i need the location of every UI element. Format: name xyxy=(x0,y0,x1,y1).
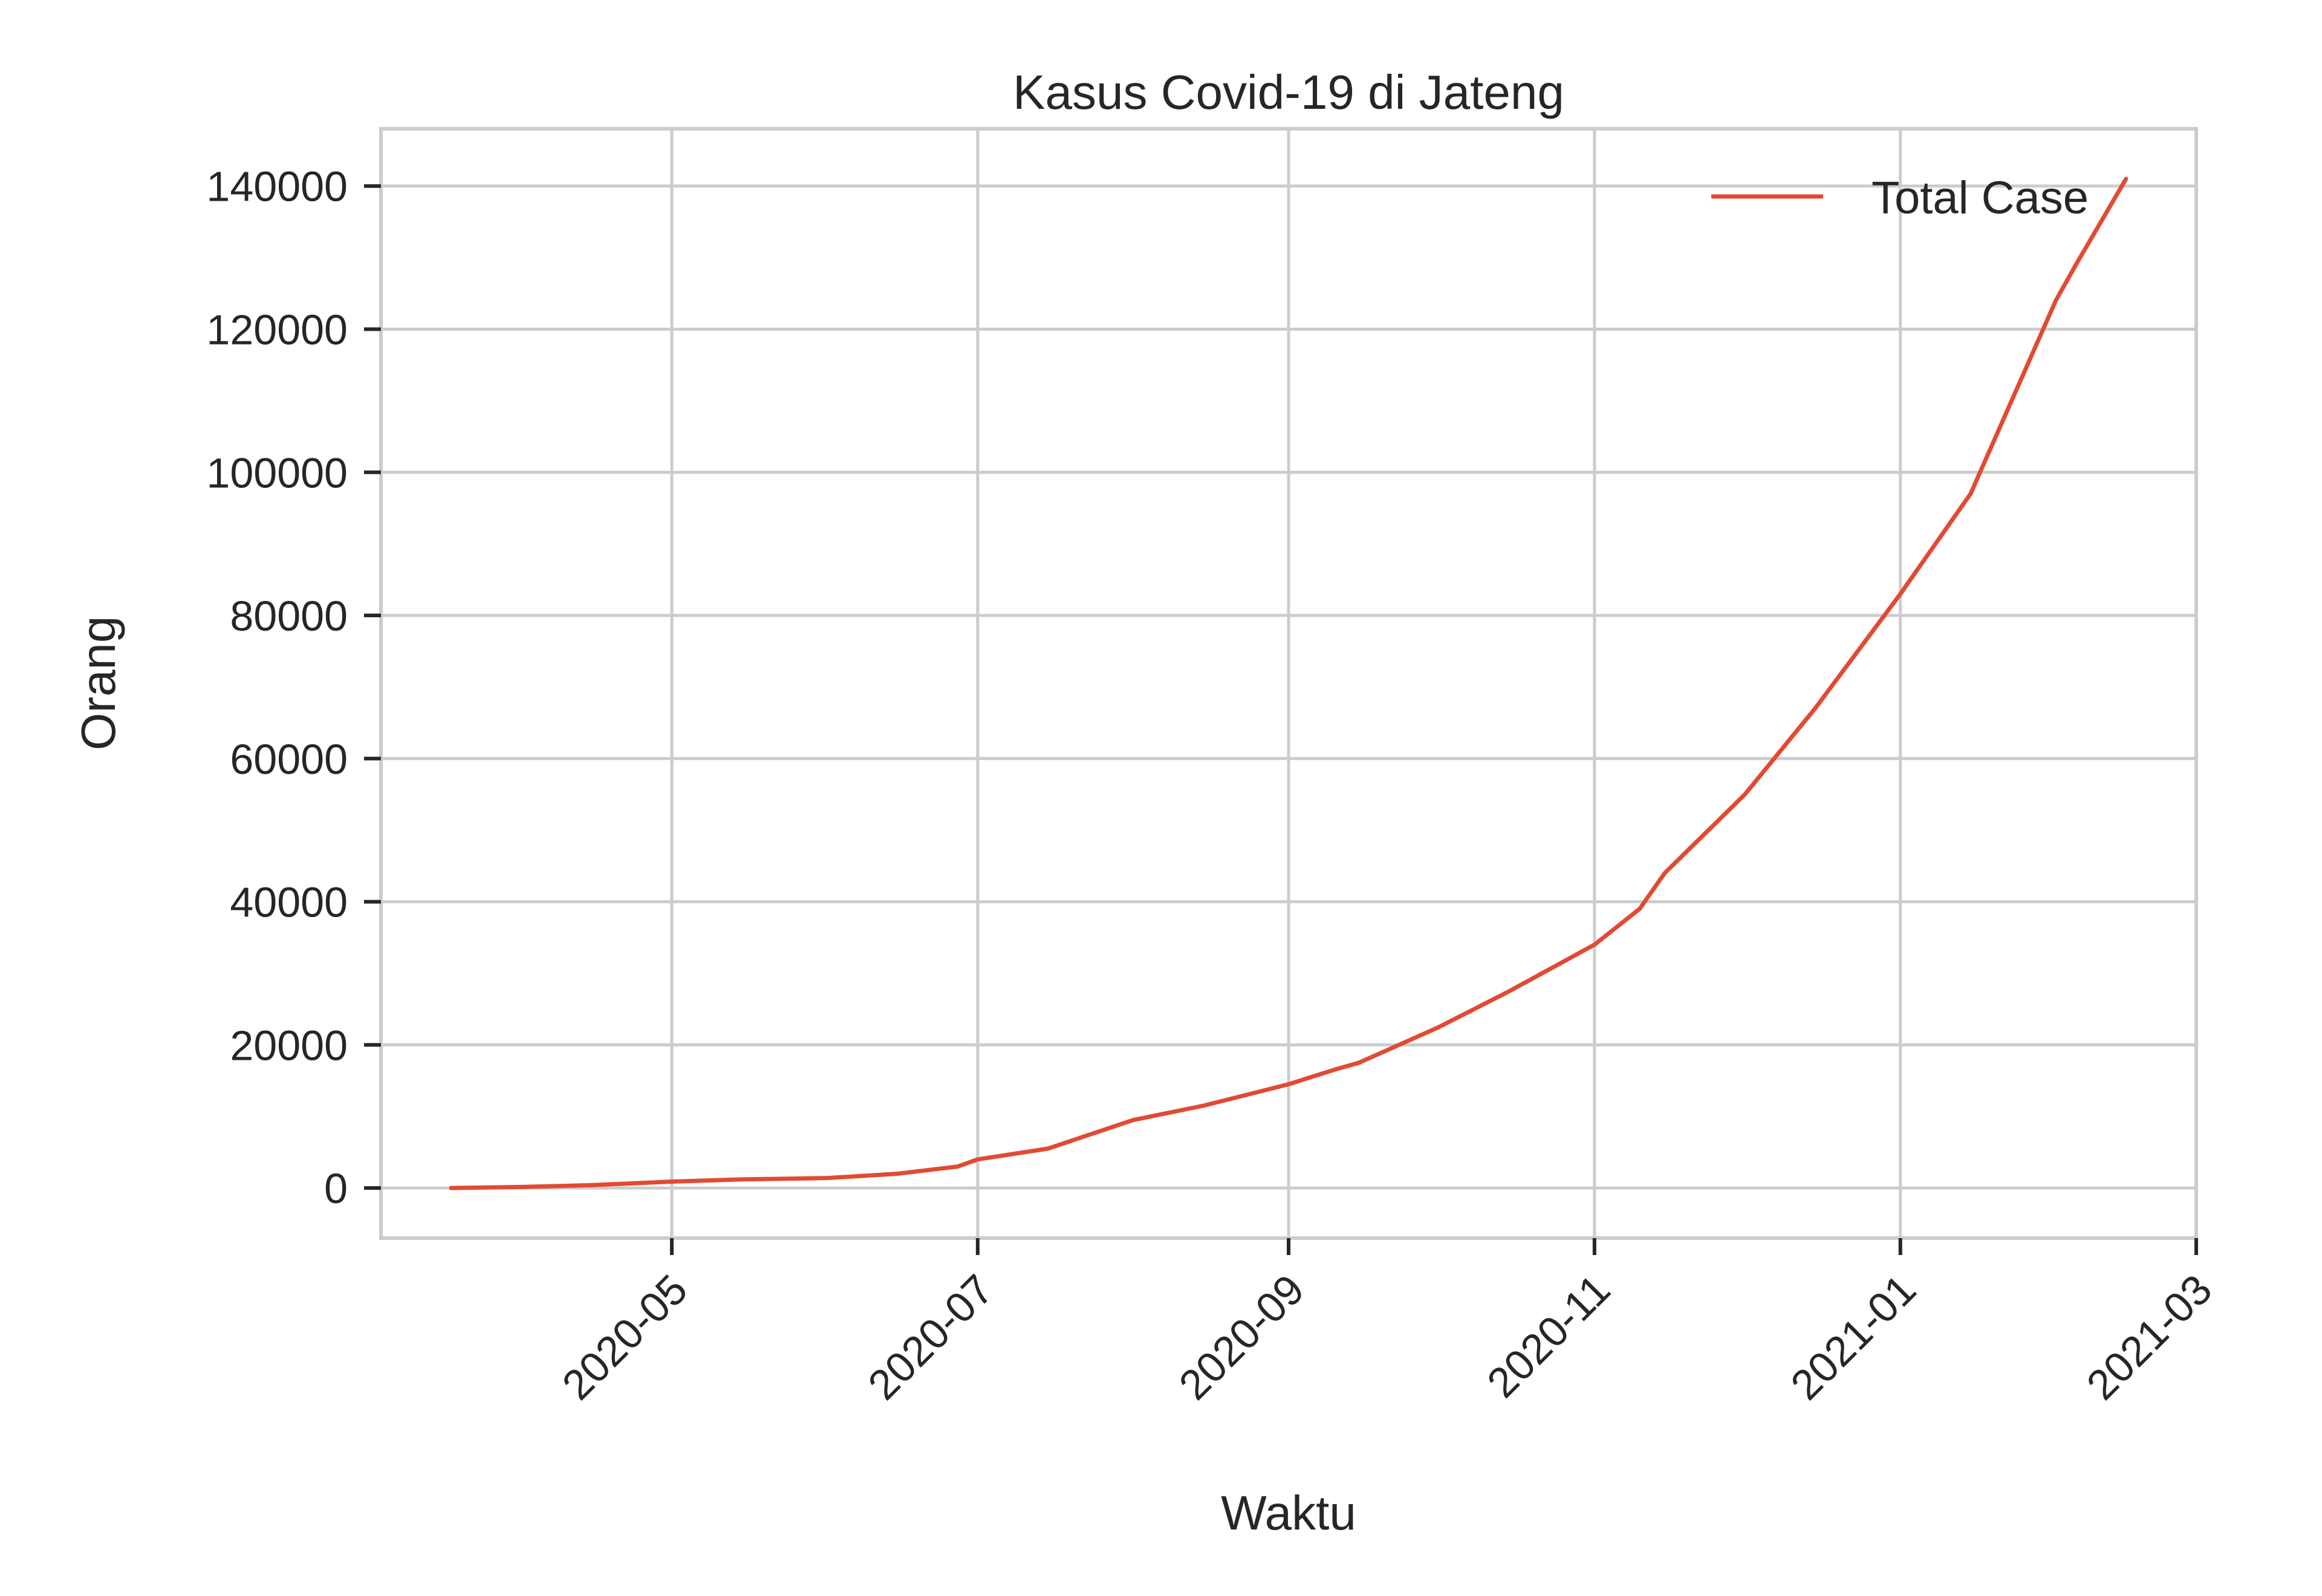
x-tick-label: 2020-07 xyxy=(859,1265,1003,1409)
y-tick-label: 40000 xyxy=(230,879,348,926)
x-axis: 2020-05 2020-07 2020-09 2020-11 2021-01 2021-… xyxy=(553,1238,2221,1409)
x-tick-label: 2021-03 xyxy=(2078,1265,2221,1409)
chart-title: Kasus Covid-19 di Jateng xyxy=(1013,65,1564,119)
x-tick-label: 2021-01 xyxy=(1782,1265,1925,1409)
x-axis-title: Waktu xyxy=(1221,1486,1356,1540)
y-axis-title: Orang xyxy=(71,616,125,750)
y-tick-label: 120000 xyxy=(206,306,348,353)
x-tick-label: 2020-05 xyxy=(553,1265,697,1409)
y-tick-label: 20000 xyxy=(230,1022,348,1069)
y-tick-label: 140000 xyxy=(206,163,348,210)
y-tick-label: 80000 xyxy=(230,592,348,640)
legend-label-total-case: Total Case xyxy=(1872,172,2089,224)
x-tick-label: 2020-11 xyxy=(1478,1265,1619,1406)
data-points xyxy=(450,178,2127,1189)
y-tick-label: 100000 xyxy=(206,449,348,496)
y-axis: 0 20000 40000 60000 80000 100000 120000 140000 xyxy=(206,163,381,1212)
y-tick-label: 60000 xyxy=(230,736,348,783)
x-tick-label: 2020-09 xyxy=(1170,1265,1313,1409)
y-tick-label: 0 xyxy=(324,1165,348,1212)
legend: Total Case xyxy=(1711,172,2089,224)
